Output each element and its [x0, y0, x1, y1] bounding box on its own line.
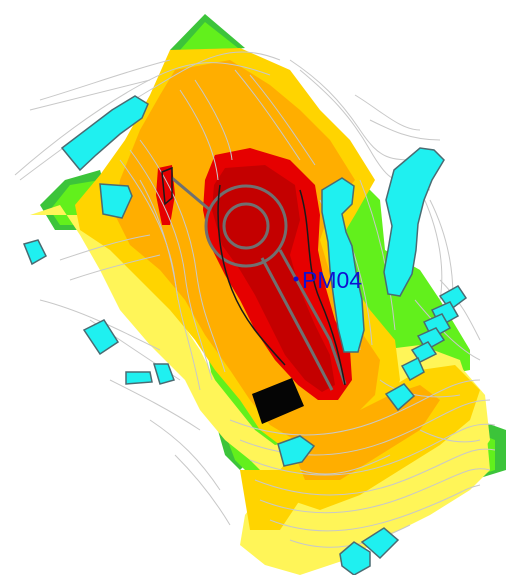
building: [383, 147, 445, 297]
building: [277, 435, 316, 467]
building: [152, 363, 175, 385]
building: [60, 95, 149, 172]
road-edges: [161, 166, 346, 386]
building: [22, 239, 47, 266]
building: [360, 527, 400, 560]
buildings: [22, 95, 468, 575]
building: [321, 177, 365, 353]
building: [384, 383, 416, 412]
building: [125, 371, 153, 385]
measurement-point-marker[interactable]: [293, 276, 299, 282]
building: [82, 319, 120, 356]
building: [400, 356, 425, 382]
measurement-point-label: PM04: [302, 267, 362, 293]
contour-lines: [14, 51, 496, 548]
building: [99, 183, 133, 219]
building: [339, 541, 371, 575]
reservoir-block: [252, 378, 304, 424]
